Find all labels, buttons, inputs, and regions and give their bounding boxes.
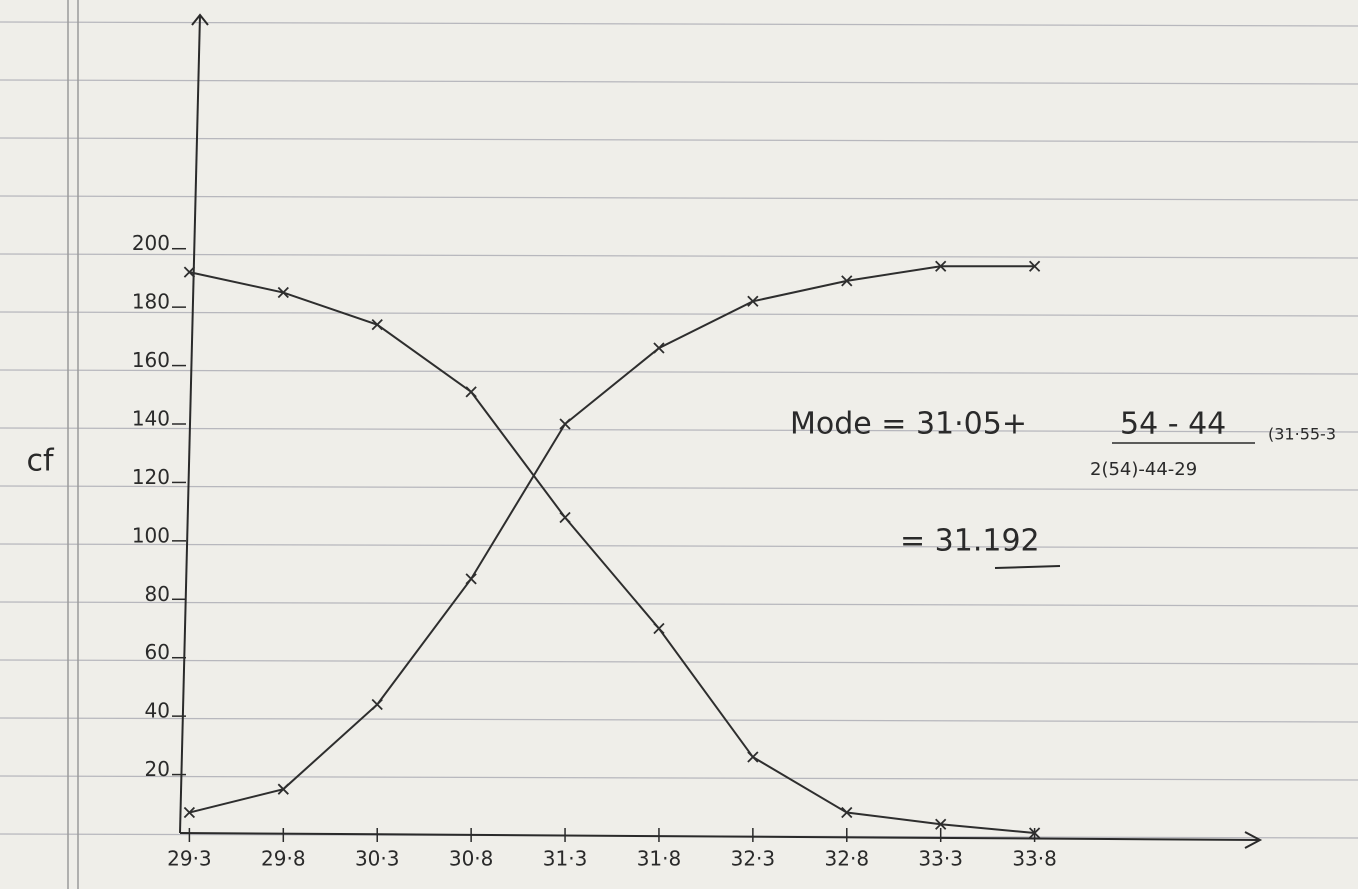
annotation: (31·55-3: [1268, 425, 1336, 444]
y-tick-label: 60: [145, 640, 170, 664]
x-tick-label: 29·3: [167, 847, 212, 871]
y-tick-label: 80: [145, 582, 170, 606]
y-tick-label: 20: [145, 757, 170, 781]
chart: cf Mode = 31·05+ 54 - 44 2(54)-44-29 (31…: [0, 0, 1358, 889]
x-tick-label: 32·8: [825, 847, 870, 871]
x-tick-label: 30·3: [355, 847, 400, 871]
y-tick-label: 140: [132, 407, 170, 431]
annotation: 54 - 44: [1120, 407, 1226, 442]
x-tick-label: 33·3: [918, 847, 963, 871]
y-tick-label: 100: [132, 523, 170, 547]
annotation: = 31.192: [900, 524, 1040, 559]
y-tick-label: 120: [132, 465, 170, 489]
x-tick-label: 29·8: [261, 847, 306, 871]
y-tick-label: 180: [132, 290, 170, 314]
paper: [0, 0, 1358, 889]
y-tick-label: 200: [132, 231, 170, 255]
x-tick-label: 33·8: [1012, 847, 1057, 871]
x-tick-label: 31·3: [543, 847, 588, 871]
y-tick-label: 160: [132, 348, 170, 372]
x-tick-label: 32·3: [731, 847, 776, 871]
annotation: Mode = 31·05+: [790, 407, 1027, 442]
page: cf Mode = 31·05+ 54 - 44 2(54)-44-29 (31…: [0, 0, 1358, 889]
y-tick-label: 40: [145, 699, 170, 723]
x-tick-label: 30·8: [449, 847, 494, 871]
x-tick-label: 31·8: [637, 847, 682, 871]
y-axis-label: cf: [26, 444, 54, 479]
annotation: 2(54)-44-29: [1090, 459, 1197, 480]
